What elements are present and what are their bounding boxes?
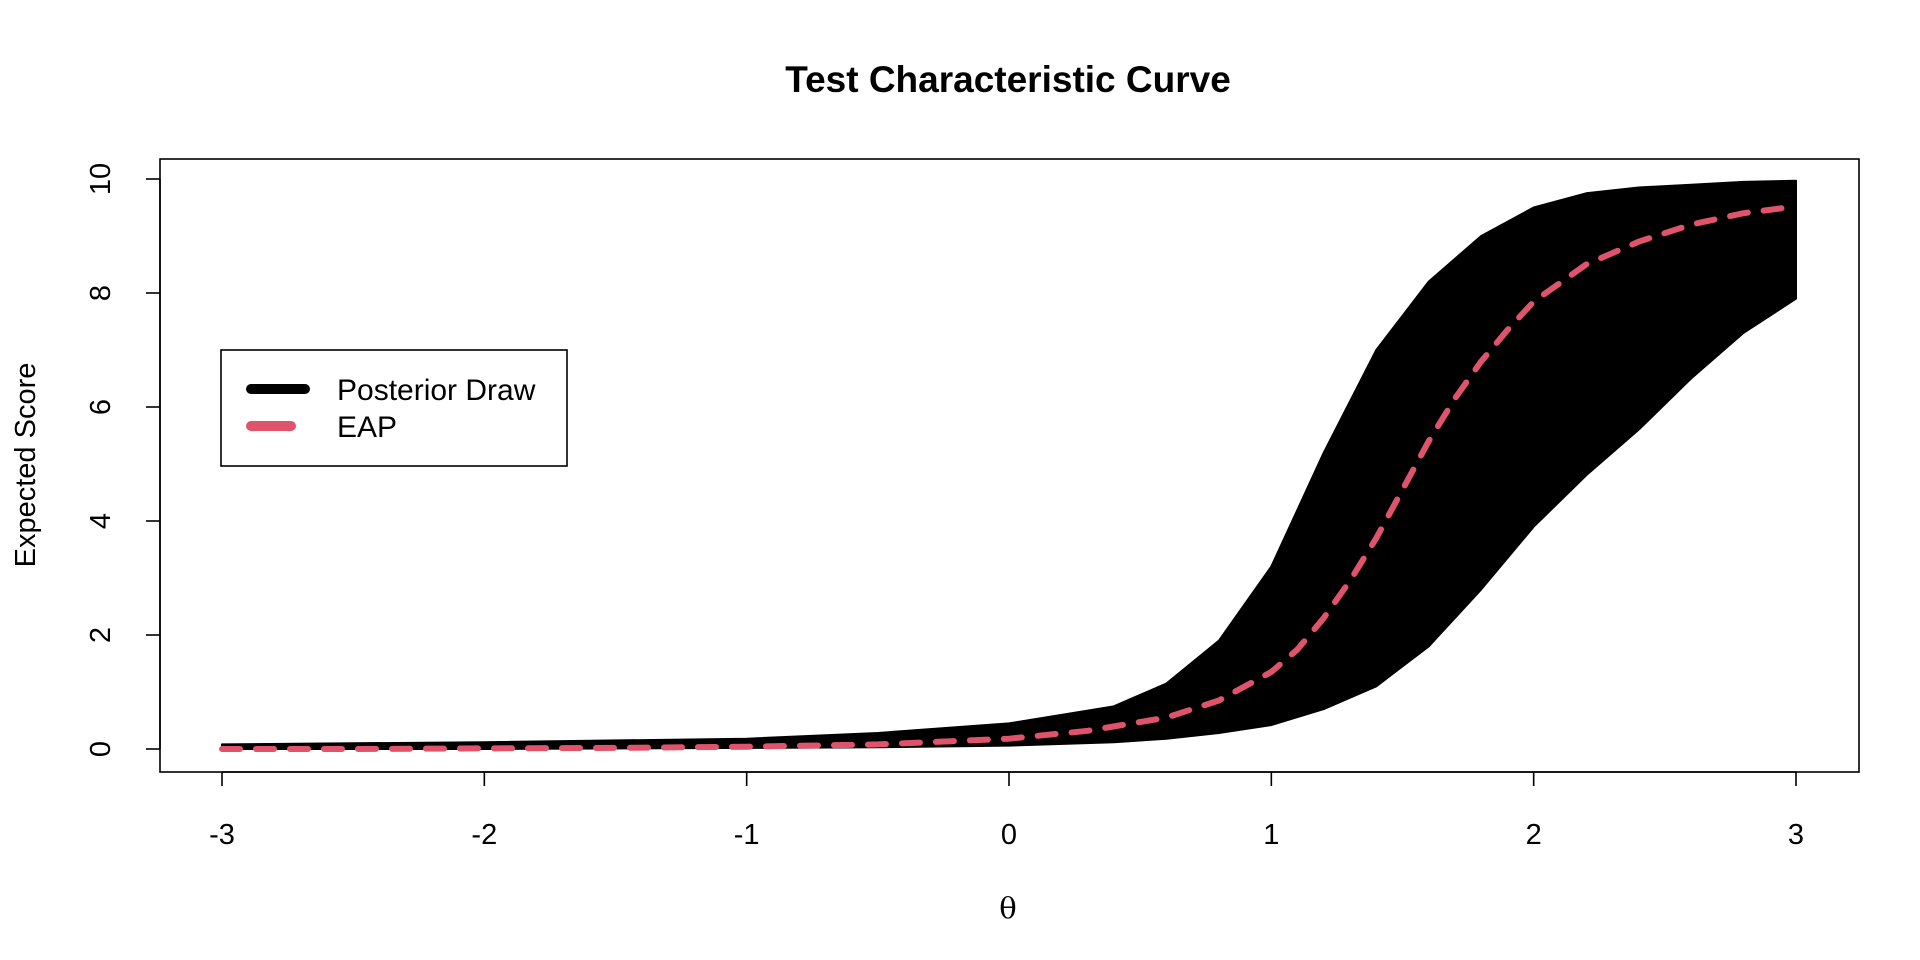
series-line-eap <box>219 203 1799 752</box>
series-layer <box>219 203 1799 752</box>
x-tick-label: -3 <box>209 819 235 851</box>
y-tick-label: 6 <box>85 399 117 415</box>
x-tick-label: 3 <box>1788 819 1804 851</box>
x-axis-label: θ <box>999 891 1016 925</box>
chart-title: Test Characteristic Curve <box>785 59 1231 100</box>
legend-box <box>220 349 568 467</box>
y-axis: 0 2 4 6 8 10 <box>85 163 161 757</box>
y-tick-label: 8 <box>85 285 117 301</box>
x-tick-label: -1 <box>734 819 760 851</box>
x-tick-label: 1 <box>1263 819 1279 851</box>
x-axis: -3 -2 -1 0 1 2 3 <box>209 771 1804 851</box>
y-tick-label: 4 <box>85 513 117 529</box>
x-tick-label: 2 <box>1526 819 1542 851</box>
y-axis-label: Expected Score <box>10 363 42 568</box>
x-tick-label: 0 <box>1001 819 1017 851</box>
legend-label-posterior-draw: Posterior Draw <box>337 374 536 407</box>
legend: Posterior Draw EAP <box>220 349 568 467</box>
y-tick-label: 10 <box>85 163 117 195</box>
y-tick-label: 2 <box>85 627 117 643</box>
posterior-draw-band <box>221 179 1797 750</box>
x-tick-label: -2 <box>471 819 497 851</box>
legend-label-eap: EAP <box>337 411 397 444</box>
y-tick-label: 0 <box>85 741 117 757</box>
posterior-band-layer <box>221 179 1797 750</box>
